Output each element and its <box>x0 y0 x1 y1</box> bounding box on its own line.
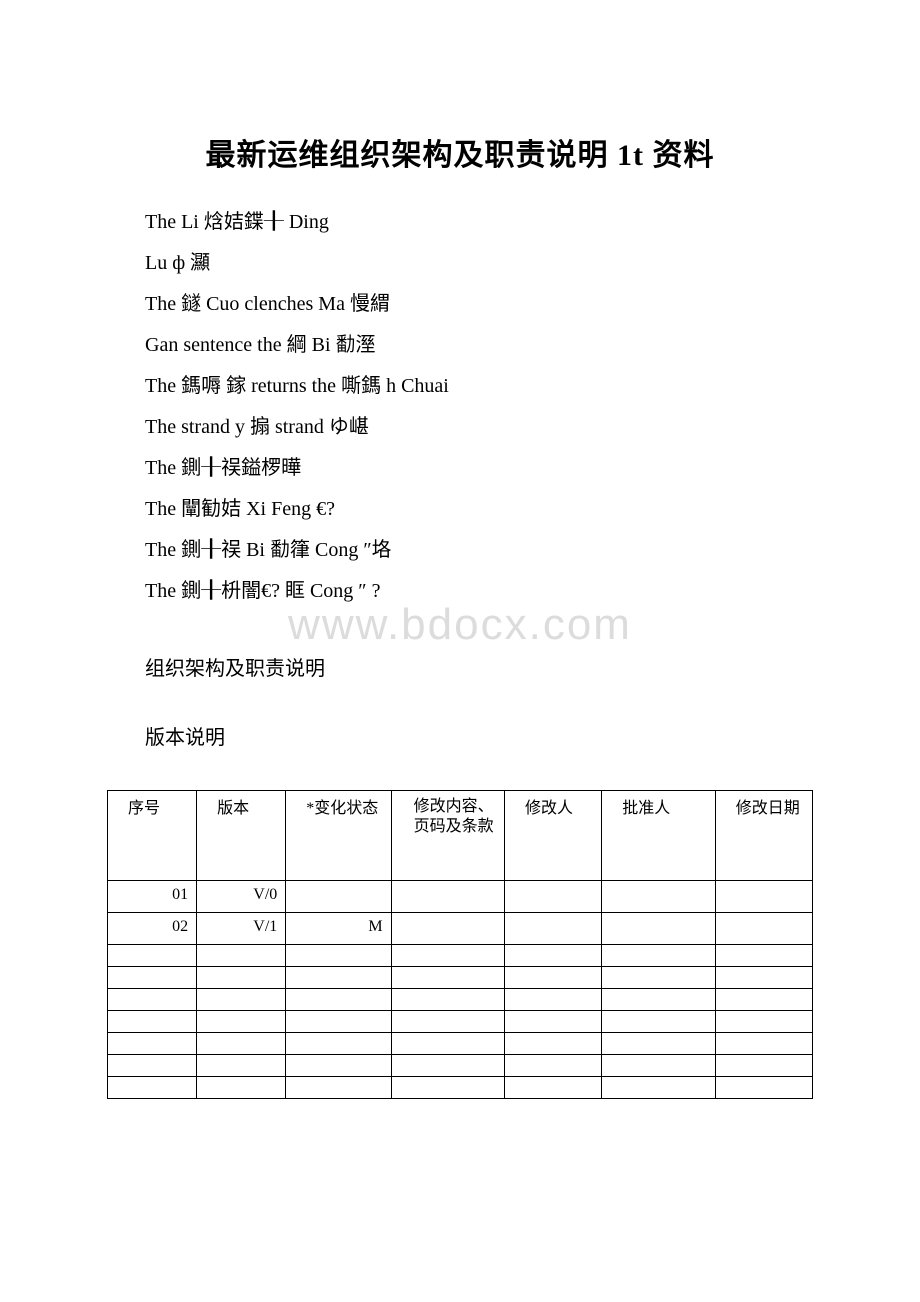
document-title: 最新运维组织架构及职责说明 1t 资料 <box>105 130 815 174</box>
table-row: 01 V/0 <box>108 881 813 913</box>
table-row-empty <box>108 967 813 989</box>
table-row-empty <box>108 945 813 967</box>
body-text-block: The Li 焓姞鍱╂ Ding Lu ф 灦 The 鐩 Cuo clench… <box>105 202 815 612</box>
header-approver: 批准人 <box>602 791 715 881</box>
cell-seq: 02 <box>108 913 197 945</box>
body-line: The 鍘╂枡闇€? 眶 Cong ″ ? <box>145 571 815 612</box>
table-header-row: 序号 版本 *变化状态 修改内容、页码及条款 修改人 批准人 修改日期 <box>108 791 813 881</box>
header-modifier: 修改人 <box>505 791 602 881</box>
table-row-empty <box>108 1033 813 1055</box>
cell-change: M <box>286 913 391 945</box>
header-seq: 序号 <box>108 791 197 881</box>
header-version: 版本 <box>197 791 286 881</box>
cell-content <box>391 913 504 945</box>
table-row-empty <box>108 1055 813 1077</box>
table-row-empty <box>108 1077 813 1099</box>
section-heading-2: 版本说明 <box>105 721 815 750</box>
cell-version: V/0 <box>197 881 286 913</box>
cell-change <box>286 881 391 913</box>
header-content: 修改内容、页码及条款 <box>391 791 504 881</box>
cell-date <box>715 881 812 913</box>
document-content: 最新运维组织架构及职责说明 1t 资料 The Li 焓姞鍱╂ Ding Lu … <box>105 130 815 1099</box>
table-row-empty <box>108 1011 813 1033</box>
cell-seq: 01 <box>108 881 197 913</box>
header-change-state: *变化状态 <box>286 791 391 881</box>
cell-modifier <box>505 913 602 945</box>
cell-modifier <box>505 881 602 913</box>
cell-version: V/1 <box>197 913 286 945</box>
body-line: The Li 焓姞鍱╂ Ding <box>145 202 815 243</box>
table-row: 02 V/1 M <box>108 913 813 945</box>
body-line: The 鎷嗕 鎵 returns the 嘶鎷 h Chuai <box>145 366 815 407</box>
version-table: 序号 版本 *变化状态 修改内容、页码及条款 修改人 批准人 修改日期 01 V… <box>107 790 813 1099</box>
body-line: Lu ф 灦 <box>145 243 815 284</box>
body-line: The strand y 搧 strand ゆ嵁 <box>145 407 815 448</box>
cell-approver <box>602 913 715 945</box>
cell-approver <box>602 881 715 913</box>
cell-content <box>391 881 504 913</box>
table-row-empty <box>108 989 813 1011</box>
body-line: The 鍘╂祦 Bi 勫箻 Cong ″垎 <box>145 530 815 571</box>
body-line: Gan sentence the 綱 Bi 勫溼 <box>145 325 815 366</box>
body-line: The 鐩 Cuo clenches Ma 慢緭 <box>145 284 815 325</box>
cell-date <box>715 913 812 945</box>
version-table-wrapper: 序号 版本 *变化状态 修改内容、页码及条款 修改人 批准人 修改日期 01 V… <box>105 790 815 1099</box>
body-line: The 鍘╂祦鎰椤曄 <box>145 448 815 489</box>
body-line: The 闡勧姞 Xi Feng €? <box>145 489 815 530</box>
table-body: 01 V/0 02 V/1 M <box>108 881 813 1099</box>
section-heading-1: 组织架构及职责说明 <box>105 652 815 681</box>
header-date: 修改日期 <box>715 791 812 881</box>
